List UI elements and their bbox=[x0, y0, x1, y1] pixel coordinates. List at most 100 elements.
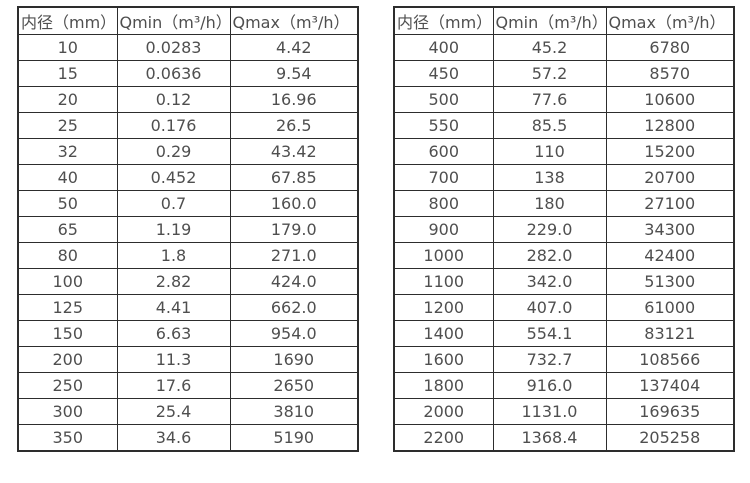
table-cell: 1690 bbox=[229, 346, 359, 373]
table-cell: 1.8 bbox=[116, 242, 231, 269]
table-row: 2000 1131.0 169635 bbox=[393, 398, 735, 425]
col-header-qmax: Qmax（m³/h） bbox=[229, 6, 359, 35]
table-cell: 0.29 bbox=[116, 138, 231, 165]
table-header-row: 内径（mm） Qmin（m³/h） Qmax（m³/h） bbox=[393, 6, 735, 35]
table-row: 350 34.6 5190 bbox=[17, 424, 359, 451]
table-row: 700 138 20700 bbox=[393, 164, 735, 191]
table-cell: 0.0636 bbox=[116, 60, 231, 87]
table-row: 800 180 27100 bbox=[393, 190, 735, 217]
table-cell: 4.42 bbox=[229, 34, 359, 61]
table-cell: 600 bbox=[393, 138, 494, 165]
table-cell: 732.7 bbox=[492, 346, 607, 373]
table-cell: 550 bbox=[393, 112, 494, 139]
table-cell: 4.41 bbox=[116, 294, 231, 321]
table-cell: 554.1 bbox=[492, 320, 607, 347]
table-cell: 0.12 bbox=[116, 86, 231, 113]
table-cell: 342.0 bbox=[492, 268, 607, 295]
table-cell: 180 bbox=[492, 190, 607, 217]
table-row: 250 17.6 2650 bbox=[17, 372, 359, 399]
table-cell: 26.5 bbox=[229, 112, 359, 139]
table-cell: 1800 bbox=[393, 372, 494, 399]
table-cell: 700 bbox=[393, 164, 494, 191]
table-row: 450 57.2 8570 bbox=[393, 60, 735, 87]
table-cell: 12800 bbox=[605, 112, 735, 139]
table-cell: 45.2 bbox=[492, 34, 607, 61]
table-body: 10 0.0283 4.42 15 0.0636 9.54 20 0.12 16.96 25 0.1… bbox=[17, 34, 359, 451]
table-cell: 800 bbox=[393, 190, 494, 217]
table-cell: 10600 bbox=[605, 86, 735, 113]
table-cell: 3810 bbox=[229, 398, 359, 425]
table-cell: 2000 bbox=[393, 398, 494, 425]
table-body: 400 45.2 6780 450 57.2 8570 500 77.6 10600 550 85.… bbox=[393, 34, 735, 451]
table-cell: 282.0 bbox=[492, 242, 607, 269]
table-cell: 85.5 bbox=[492, 112, 607, 139]
table-row: 1400 554.1 83121 bbox=[393, 320, 735, 347]
table-cell: 1600 bbox=[393, 346, 494, 373]
table-head: 内径（mm） Qmin（m³/h） Qmax（m³/h） bbox=[17, 6, 359, 35]
table-cell: 150 bbox=[17, 320, 118, 347]
table-cell: 61000 bbox=[605, 294, 735, 321]
table-cell: 10 bbox=[17, 34, 118, 61]
table-cell: 51300 bbox=[605, 268, 735, 295]
table-cell: 271.0 bbox=[229, 242, 359, 269]
table-cell: 34.6 bbox=[116, 424, 231, 451]
table-cell: 954.0 bbox=[229, 320, 359, 347]
table-row: 25 0.176 26.5 bbox=[17, 112, 359, 139]
table-cell: 1200 bbox=[393, 294, 494, 321]
table-cell: 83121 bbox=[605, 320, 735, 347]
table-cell: 2650 bbox=[229, 372, 359, 399]
table-cell: 450 bbox=[393, 60, 494, 87]
table-row: 500 77.6 10600 bbox=[393, 86, 735, 113]
table-cell: 40 bbox=[17, 164, 118, 191]
table-cell: 407.0 bbox=[492, 294, 607, 321]
table-cell: 160.0 bbox=[229, 190, 359, 217]
table-row: 300 25.4 3810 bbox=[17, 398, 359, 425]
table-cell: 1131.0 bbox=[492, 398, 607, 425]
table-cell: 11.3 bbox=[116, 346, 231, 373]
table-cell: 27100 bbox=[605, 190, 735, 217]
table-cell: 15 bbox=[17, 60, 118, 87]
table-cell: 57.2 bbox=[492, 60, 607, 87]
table-row: 550 85.5 12800 bbox=[393, 112, 735, 139]
table-row: 50 0.7 160.0 bbox=[17, 190, 359, 217]
table-cell: 80 bbox=[17, 242, 118, 269]
table-cell: 43.42 bbox=[229, 138, 359, 165]
table-cell: 25.4 bbox=[116, 398, 231, 425]
table-cell: 300 bbox=[17, 398, 118, 425]
table-cell: 67.85 bbox=[229, 164, 359, 191]
table-row: 80 1.8 271.0 bbox=[17, 242, 359, 269]
table-cell: 20700 bbox=[605, 164, 735, 191]
table-cell: 205258 bbox=[605, 424, 735, 451]
table-cell: 15200 bbox=[605, 138, 735, 165]
table-cell: 0.7 bbox=[116, 190, 231, 217]
table-header-row: 内径（mm） Qmin（m³/h） Qmax（m³/h） bbox=[17, 6, 359, 35]
table-row: 200 11.3 1690 bbox=[17, 346, 359, 373]
table-cell: 6.63 bbox=[116, 320, 231, 347]
col-header-qmax: Qmax（m³/h） bbox=[605, 6, 735, 35]
table-cell: 1000 bbox=[393, 242, 494, 269]
table-cell: 1.19 bbox=[116, 216, 231, 243]
table-cell: 1368.4 bbox=[492, 424, 607, 451]
table-cell: 110 bbox=[492, 138, 607, 165]
table-row: 400 45.2 6780 bbox=[393, 34, 735, 61]
table-cell: 400 bbox=[393, 34, 494, 61]
table-cell: 200 bbox=[17, 346, 118, 373]
table-row: 2200 1368.4 205258 bbox=[393, 424, 735, 451]
table-cell: 0.452 bbox=[116, 164, 231, 191]
table-cell: 916.0 bbox=[492, 372, 607, 399]
table-cell: 250 bbox=[17, 372, 118, 399]
table-cell: 0.0283 bbox=[116, 34, 231, 61]
col-header-inner-diameter: 内径（mm） bbox=[393, 6, 494, 35]
table-cell: 20 bbox=[17, 86, 118, 113]
table-row: 15 0.0636 9.54 bbox=[17, 60, 359, 87]
table-cell: 1400 bbox=[393, 320, 494, 347]
table-cell: 2.82 bbox=[116, 268, 231, 295]
table-cell: 125 bbox=[17, 294, 118, 321]
table-cell: 229.0 bbox=[492, 216, 607, 243]
table-row: 65 1.19 179.0 bbox=[17, 216, 359, 243]
table-row: 40 0.452 67.85 bbox=[17, 164, 359, 191]
table-cell: 350 bbox=[17, 424, 118, 451]
flow-table-large-diameters: 内径（mm） Qmin（m³/h） Qmax（m³/h） 400 45.2 6780… bbox=[393, 6, 735, 452]
table-cell: 138 bbox=[492, 164, 607, 191]
